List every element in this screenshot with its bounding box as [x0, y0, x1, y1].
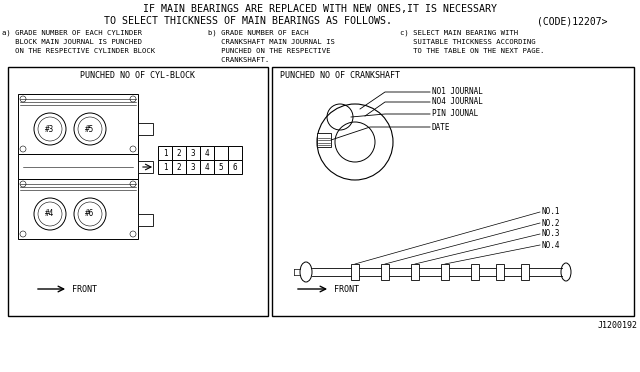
Text: NO4 JOURNAL: NO4 JOURNAL [432, 97, 483, 106]
Text: 2: 2 [177, 163, 181, 171]
Text: #5: #5 [85, 125, 95, 134]
Bar [351, 264, 359, 280]
Text: 4: 4 [205, 163, 209, 171]
Bar [214, 146, 228, 160]
Bar [158, 160, 172, 174]
Bar [186, 146, 200, 160]
Text: FRONT: FRONT [72, 285, 97, 294]
Text: ON THE RESPECTIVE CYLINDER BLOCK: ON THE RESPECTIVE CYLINDER BLOCK [2, 48, 155, 54]
Bar [8, 67, 268, 316]
Bar [186, 160, 200, 174]
Text: CRANKSHAFT MAIN JOURNAL IS: CRANKSHAFT MAIN JOURNAL IS [208, 39, 335, 45]
Text: 1: 1 [163, 163, 167, 171]
Text: J1200192: J1200192 [598, 321, 638, 330]
Text: 2: 2 [177, 148, 181, 157]
Bar [441, 264, 449, 280]
Bar [381, 264, 389, 280]
Text: SUITABLE THICKNESS ACCORDING: SUITABLE THICKNESS ACCORDING [400, 39, 536, 45]
Bar [200, 146, 214, 160]
Text: 5: 5 [219, 163, 223, 171]
Text: FRONT: FRONT [334, 285, 359, 294]
Bar [471, 264, 479, 280]
Text: CRANKSHAFT.: CRANKSHAFT. [208, 57, 269, 63]
Text: #4: #4 [45, 209, 54, 218]
Text: #6: #6 [85, 209, 95, 218]
Text: NO.3: NO.3 [542, 230, 561, 238]
Bar [317, 133, 331, 147]
Text: 4: 4 [205, 148, 209, 157]
Text: PUNCHED NO OF CRANKSHAFT: PUNCHED NO OF CRANKSHAFT [280, 71, 400, 80]
Text: PUNCHED NO OF CYL-BLOCK: PUNCHED NO OF CYL-BLOCK [81, 71, 195, 80]
Bar [214, 160, 228, 174]
Bar [138, 123, 153, 135]
Bar [18, 154, 138, 179]
Bar [496, 264, 504, 280]
Bar [411, 264, 419, 280]
Text: DATE: DATE [432, 122, 451, 131]
Bar [158, 146, 172, 160]
Text: NO1 JOURNAL: NO1 JOURNAL [432, 87, 483, 96]
Bar [172, 146, 186, 160]
Text: c) SELECT MAIN BEARING WITH: c) SELECT MAIN BEARING WITH [400, 30, 518, 36]
Bar [200, 160, 214, 174]
Bar [172, 160, 186, 174]
Text: 3: 3 [191, 148, 195, 157]
Bar [272, 67, 634, 316]
Text: NO.1: NO.1 [542, 208, 561, 217]
Text: a) GRADE NUMBER OF EACH CYLINDER: a) GRADE NUMBER OF EACH CYLINDER [2, 30, 142, 36]
Bar [18, 179, 138, 239]
Text: (CODE)12207>: (CODE)12207> [537, 16, 607, 26]
Text: b) GRADE NUMBER OF EACH: b) GRADE NUMBER OF EACH [208, 30, 308, 36]
Bar [18, 94, 138, 154]
Text: NO.4: NO.4 [542, 241, 561, 250]
Text: PUNCHED ON THE RESPECTIVE: PUNCHED ON THE RESPECTIVE [208, 48, 330, 54]
Bar [228, 160, 242, 174]
Text: 6: 6 [233, 163, 237, 171]
Text: #3: #3 [45, 125, 54, 134]
Text: PIN JOUNAL: PIN JOUNAL [432, 109, 478, 119]
Text: 1: 1 [163, 148, 167, 157]
Bar [521, 264, 529, 280]
Bar [228, 146, 242, 160]
Text: IF MAIN BEARINGS ARE REPLACED WITH NEW ONES,IT IS NECESSARY: IF MAIN BEARINGS ARE REPLACED WITH NEW O… [143, 4, 497, 14]
Bar [138, 161, 153, 173]
Text: 3: 3 [191, 163, 195, 171]
Text: TO SELECT THICKNESS OF MAIN BEARINGS AS FOLLOWS.: TO SELECT THICKNESS OF MAIN BEARINGS AS … [104, 16, 392, 26]
Text: BLOCK MAIN JOURNAL IS PUNCHED: BLOCK MAIN JOURNAL IS PUNCHED [2, 39, 142, 45]
Text: TO THE TABLE ON THE NEXT PAGE.: TO THE TABLE ON THE NEXT PAGE. [400, 48, 545, 54]
Text: NO.2: NO.2 [542, 218, 561, 228]
Bar [138, 214, 153, 226]
